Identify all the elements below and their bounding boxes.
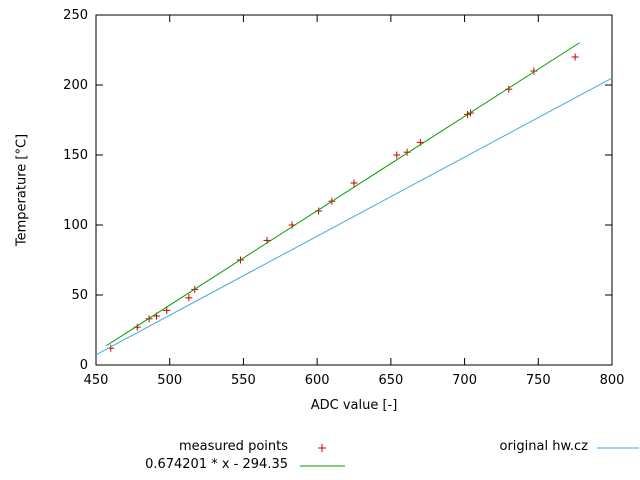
x-tick-label: 800: [600, 373, 625, 388]
series-line-2: [95, 77, 613, 356]
x-axis-label: ADC value [-]: [310, 398, 398, 413]
legend-label-measured-points: measured points: [178, 439, 288, 454]
series-line-1: [106, 42, 580, 347]
x-tick-label: 700: [452, 373, 477, 388]
y-tick-label: 250: [63, 8, 88, 23]
x-tick-label: 550: [231, 373, 256, 388]
x-tick-label: 650: [378, 373, 403, 388]
legend-line-fit: [300, 465, 345, 467]
x-tick-label: 750: [526, 373, 551, 388]
plot-area: 450 500 550 600 650 700 750 800 0 50 100 150 200 250: [63, 8, 625, 388]
y-tick-label: 50: [71, 288, 88, 303]
x-tick-label: 450: [84, 373, 109, 388]
y-tick-label: 100: [63, 218, 88, 233]
legend-line-original-hwcz: [597, 447, 639, 449]
plot-border: [95, 14, 613, 366]
y-axis-label: Temperature [°C]: [14, 133, 30, 247]
x-tick-label: 500: [157, 373, 182, 388]
legend-label-fit-equation: 0.674201 * x - 294.35: [145, 457, 288, 472]
legend-marker-plus-icon: [318, 444, 326, 452]
x-tick-label: 600: [305, 373, 330, 388]
legend-label-original-hwcz: original hw.cz: [499, 439, 588, 454]
y-tick-label: 150: [63, 148, 88, 163]
y-tick-label: 0: [80, 358, 88, 373]
y-tick-label: 200: [63, 78, 88, 93]
